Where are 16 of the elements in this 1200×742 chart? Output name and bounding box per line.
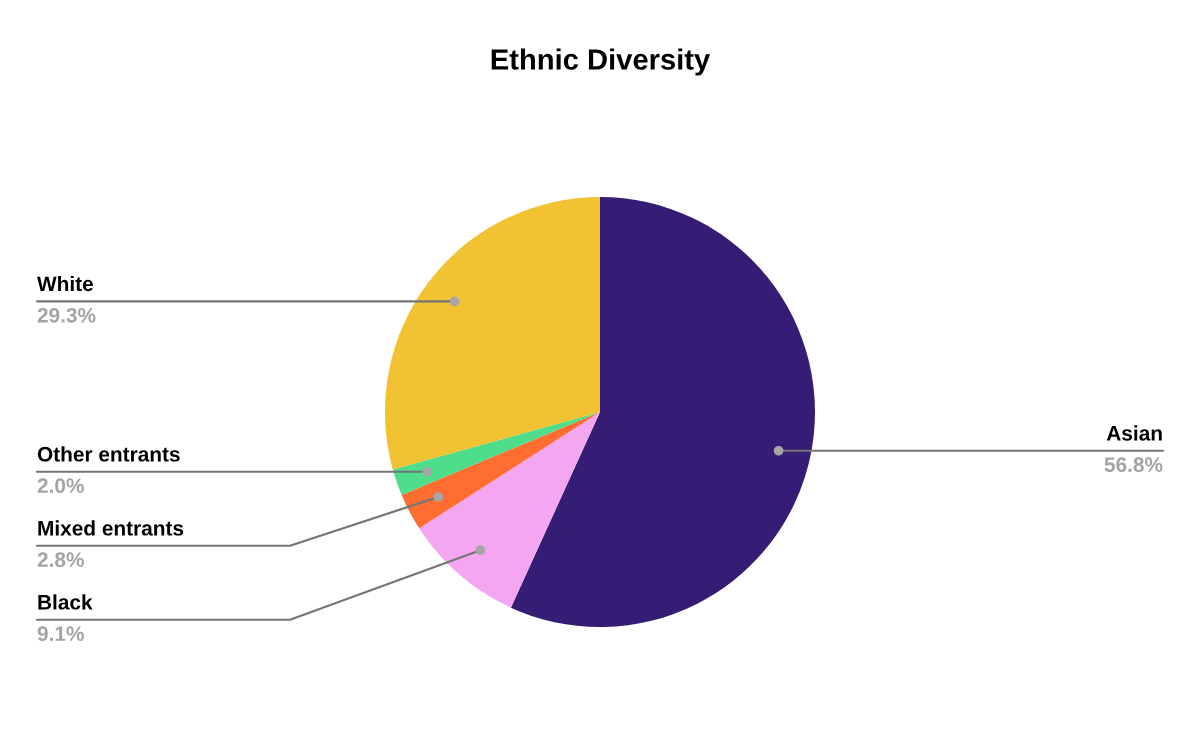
slice-label: White (37, 275, 93, 292)
pie-slice (419, 412, 600, 608)
slice-label: Mixed entrants (38, 520, 184, 536)
pie-slice (392, 412, 600, 495)
chart-title: Ethnic Diversity (491, 48, 711, 76)
data-label: 9.1% (37, 626, 84, 642)
slice-label: Black (38, 594, 93, 610)
pie-slice (401, 412, 600, 529)
slice-label: Asian (1106, 425, 1162, 441)
data-label: 56.8% (1104, 457, 1163, 473)
pie-slice (510, 197, 815, 627)
data-label: 29.3% (37, 307, 96, 323)
data-label: 2.0% (37, 478, 84, 494)
slice-label: Other entrants (37, 446, 180, 462)
pie-slice (385, 197, 600, 470)
data-label: 2.8% (37, 552, 84, 568)
